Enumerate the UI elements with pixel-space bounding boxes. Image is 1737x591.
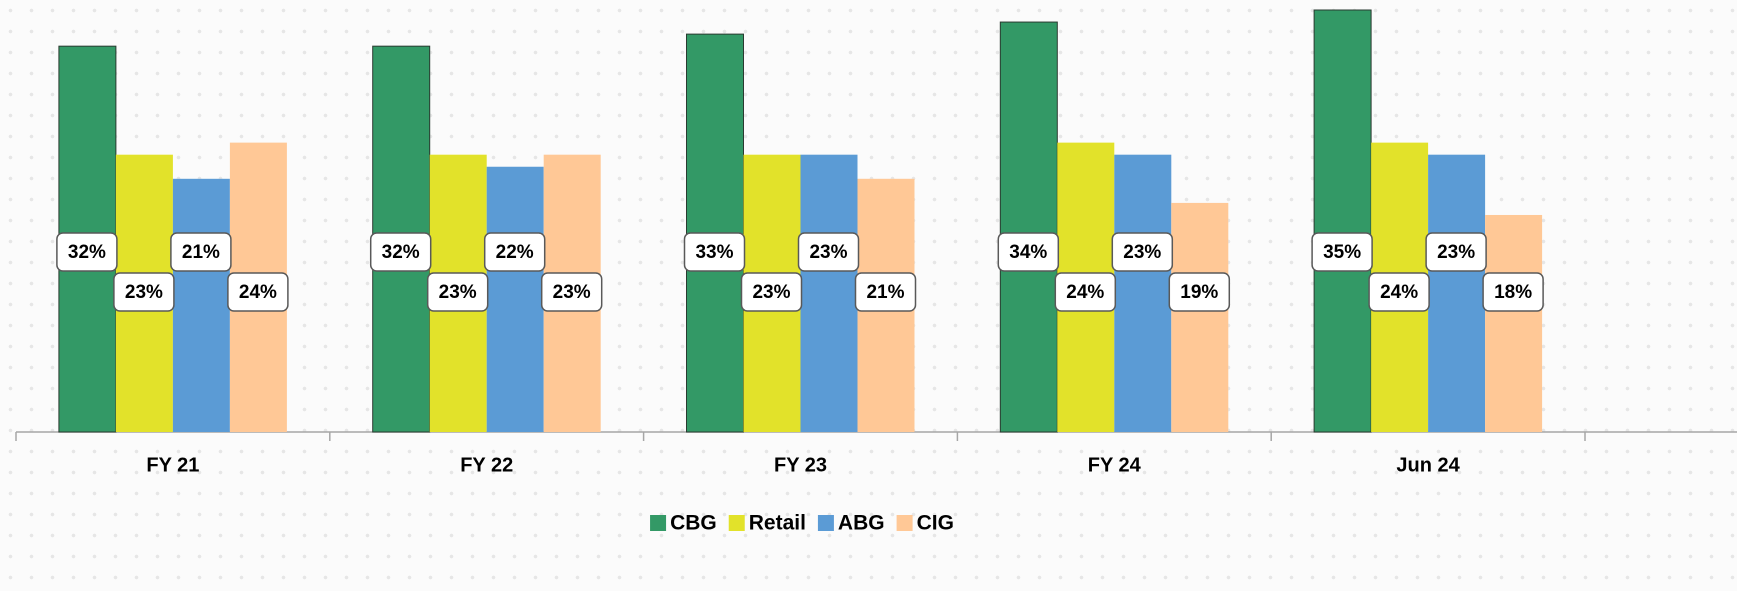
data-label-box xyxy=(1311,232,1373,272)
x-tick-label: Jun 24 xyxy=(1396,454,1460,476)
data-label: 23% xyxy=(553,282,591,303)
data-label-box xyxy=(740,272,803,312)
data-label: 18% xyxy=(1494,282,1532,303)
data-label-box xyxy=(1168,272,1231,312)
data-label: 19% xyxy=(1180,282,1218,303)
legend: CBG Retail ABG CIG xyxy=(650,512,954,535)
bar xyxy=(1428,154,1486,432)
data-label-box xyxy=(1111,232,1174,272)
data-label: 23% xyxy=(752,282,790,303)
data-label: 24% xyxy=(1066,282,1104,303)
bar xyxy=(486,166,544,432)
data-label: 34% xyxy=(1009,242,1047,263)
data-label-box xyxy=(369,232,432,272)
data-label-box xyxy=(997,232,1060,272)
data-label: 35% xyxy=(1323,242,1361,263)
legend-swatch xyxy=(728,515,745,531)
data-label: 23% xyxy=(809,242,847,263)
data-label-box xyxy=(56,232,118,272)
data-label: 21% xyxy=(866,282,904,303)
data-label: 24% xyxy=(1380,282,1418,303)
x-tick-label: FY 23 xyxy=(774,454,827,476)
bar xyxy=(1485,214,1543,432)
bar xyxy=(800,154,858,432)
data-label-box xyxy=(540,272,603,312)
data-label-box xyxy=(1425,232,1487,272)
legend-label: ABG xyxy=(838,512,885,535)
x-tick-label: FY 24 xyxy=(1088,454,1142,476)
data-label: 22% xyxy=(496,242,534,263)
data-label-box xyxy=(1482,272,1544,312)
data-label-box xyxy=(113,272,175,312)
data-label-box xyxy=(1368,272,1430,312)
data-label-box xyxy=(1054,272,1117,312)
data-label-box xyxy=(483,232,546,272)
legend-label: CBG xyxy=(670,512,717,535)
data-label: 24% xyxy=(239,282,277,303)
x-tick-label: FY 22 xyxy=(460,454,513,476)
legend-swatch xyxy=(817,515,834,531)
data-label: 21% xyxy=(182,242,220,263)
data-label-box xyxy=(683,232,746,272)
bar xyxy=(1313,9,1372,433)
data-label: 23% xyxy=(1437,242,1475,263)
data-label: 23% xyxy=(439,282,477,303)
bar xyxy=(172,178,230,432)
legend-swatch xyxy=(896,515,913,531)
data-label-box xyxy=(426,272,489,312)
data-label-box xyxy=(170,232,232,272)
legend-label: CIG xyxy=(917,512,954,535)
data-label: 33% xyxy=(695,242,733,263)
data-label: 23% xyxy=(1123,242,1161,263)
bar xyxy=(999,21,1058,433)
bar xyxy=(1114,154,1172,432)
data-label: 23% xyxy=(125,282,163,303)
data-label-box xyxy=(227,272,289,312)
data-label-box xyxy=(854,272,917,312)
bar xyxy=(1171,202,1229,432)
legend-label: Retail xyxy=(749,512,806,535)
legend-swatch xyxy=(650,515,667,531)
data-label: 32% xyxy=(382,242,420,263)
data-label: 32% xyxy=(68,242,106,263)
x-tick-label: FY 21 xyxy=(146,454,199,476)
data-label-box xyxy=(797,232,860,272)
